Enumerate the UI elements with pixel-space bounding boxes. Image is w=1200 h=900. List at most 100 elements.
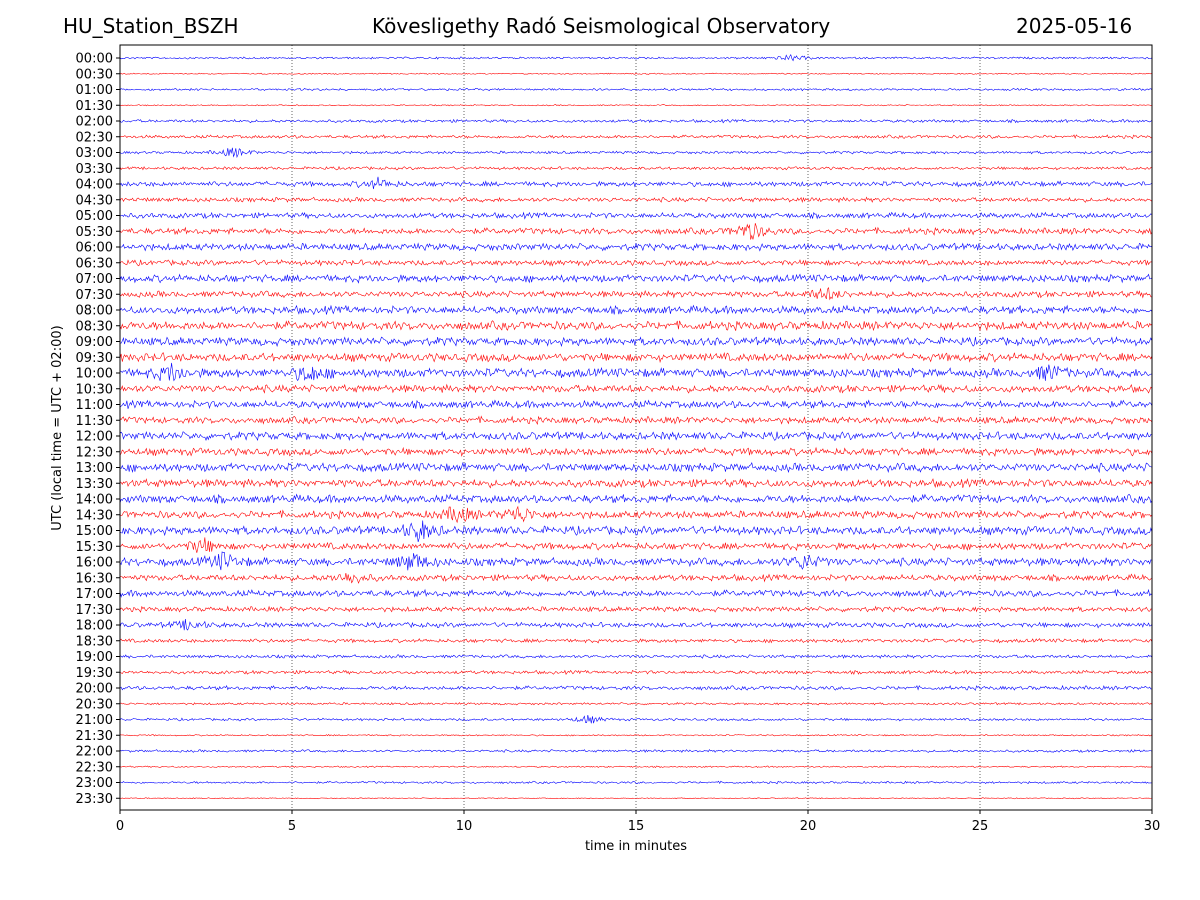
- x-axis-ticks: 0 5 10 15 20 25 30: [116, 810, 1160, 834]
- trace-0830: [119, 320, 1153, 332]
- y-tick-label: 18:00: [76, 619, 113, 634]
- y-tick-label: 12:30: [76, 445, 113, 460]
- y-tick-label: 10:00: [76, 367, 113, 382]
- x-axis-label: time in minutes: [585, 839, 687, 854]
- trace-1200: [119, 430, 1153, 442]
- y-axis-label: UTC (local time = UTC + 02:00): [50, 325, 65, 530]
- trace-2100: [119, 715, 1153, 724]
- y-tick-label: 09:00: [76, 335, 113, 350]
- x-tick-label: 20: [800, 819, 817, 834]
- trace-0230: [119, 134, 1153, 140]
- y-tick-label: 02:00: [76, 115, 113, 130]
- y-tick-label: 05:00: [76, 209, 113, 224]
- y-tick-label: 04:30: [76, 193, 113, 208]
- trace-2330: [119, 797, 1153, 800]
- y-tick-label: 11:00: [76, 398, 113, 413]
- trace-0430: [119, 196, 1153, 204]
- y-tick-label: 07:00: [76, 272, 113, 287]
- y-tick-label: 17:30: [76, 603, 113, 618]
- trace-0400: [119, 176, 1153, 190]
- trace-0630: [119, 259, 1153, 267]
- trace-2300: [119, 780, 1153, 785]
- trace-1230: [119, 446, 1153, 458]
- y-tick-label: 15:30: [76, 540, 113, 555]
- trace-0530: [119, 223, 1153, 240]
- y-tick-label: 01:30: [76, 99, 113, 114]
- y-tick-label: 04:00: [76, 178, 113, 193]
- y-tick-label: 15:00: [76, 524, 113, 539]
- trace-1700: [119, 588, 1153, 598]
- trace-0900: [119, 336, 1153, 347]
- y-tick-label: 16:30: [76, 571, 113, 586]
- y-tick-label: 06:00: [76, 241, 113, 256]
- y-tick-label: 08:00: [76, 304, 113, 319]
- y-tick-label: 03:00: [76, 146, 113, 161]
- grid-lines: [291, 45, 981, 810]
- y-tick-label: 19:30: [76, 666, 113, 681]
- y-tick-label: 07:30: [76, 288, 113, 303]
- trace-1430: [119, 505, 1153, 524]
- trace-0500: [119, 211, 1153, 220]
- trace-2000: [119, 684, 1153, 691]
- x-tick-label: 10: [456, 819, 473, 834]
- y-tick-label: 18:30: [76, 634, 113, 649]
- trace-1400: [119, 493, 1153, 504]
- y-tick-label: 13:00: [76, 461, 113, 476]
- trace-0000: [119, 53, 1153, 62]
- trace-0930: [119, 351, 1153, 364]
- station-name: HU_Station_BSZH: [63, 14, 239, 38]
- y-tick-label: 21:00: [76, 713, 113, 728]
- trace-2030: [119, 702, 1153, 706]
- trace-0330: [119, 165, 1153, 171]
- y-tick-label: 22:30: [76, 760, 113, 775]
- trace-2230: [119, 765, 1153, 769]
- y-tick-label: 02:30: [76, 130, 113, 145]
- y-tick-label: 01:00: [76, 83, 113, 98]
- y-tick-label: 17:00: [76, 587, 113, 602]
- trace-0100: [119, 87, 1153, 92]
- trace-1130: [119, 415, 1153, 426]
- trace-1600: [119, 551, 1153, 571]
- y-tick-label: 20:00: [76, 682, 113, 697]
- trace-1800: [119, 619, 1153, 631]
- y-tick-label: 09:30: [76, 351, 113, 366]
- x-tick-label: 30: [1144, 819, 1161, 834]
- x-tick-label: 15: [628, 819, 645, 834]
- trace-0700: [119, 273, 1153, 284]
- y-tick-label: 10:30: [76, 382, 113, 397]
- trace-0130: [119, 104, 1153, 107]
- y-tick-label: 00:00: [76, 52, 113, 67]
- trace-0030: [119, 72, 1153, 75]
- x-tick-label: 25: [972, 819, 989, 834]
- y-tick-label: 19:00: [76, 650, 113, 665]
- trace-1330: [119, 478, 1153, 489]
- y-axis-ticks: 00:0000:3001:0001:3002:0002:3003:0003:30…: [76, 52, 120, 807]
- y-tick-label: 05:30: [76, 225, 113, 240]
- y-tick-label: 20:30: [76, 697, 113, 712]
- y-tick-label: 14:00: [76, 493, 113, 508]
- trace-1930: [119, 669, 1153, 676]
- date-label: 2025-05-16: [1016, 14, 1133, 38]
- trace-1630: [119, 572, 1153, 584]
- trace-1300: [119, 461, 1153, 474]
- y-tick-label: 21:30: [76, 729, 113, 744]
- trace-1730: [119, 605, 1153, 613]
- y-tick-label: 06:30: [76, 256, 113, 271]
- trace-1500: [119, 520, 1153, 542]
- y-tick-label: 12:00: [76, 430, 113, 445]
- x-tick-label: 0: [116, 819, 124, 834]
- y-tick-label: 08:30: [76, 319, 113, 334]
- y-tick-label: 23:00: [76, 776, 113, 791]
- trace-0200: [119, 118, 1153, 124]
- y-tick-label: 14:30: [76, 508, 113, 523]
- y-tick-label: 03:30: [76, 162, 113, 177]
- trace-0300: [119, 147, 1153, 159]
- x-tick-label: 5: [288, 819, 296, 834]
- chart-title: Kövesligethy Radó Seismological Observat…: [372, 14, 831, 38]
- trace-1030: [119, 383, 1153, 394]
- y-tick-label: 23:30: [76, 792, 113, 807]
- y-tick-label: 11:30: [76, 414, 113, 429]
- trace-2130: [119, 734, 1153, 737]
- y-tick-label: 22:00: [76, 745, 113, 760]
- trace-0600: [119, 242, 1153, 252]
